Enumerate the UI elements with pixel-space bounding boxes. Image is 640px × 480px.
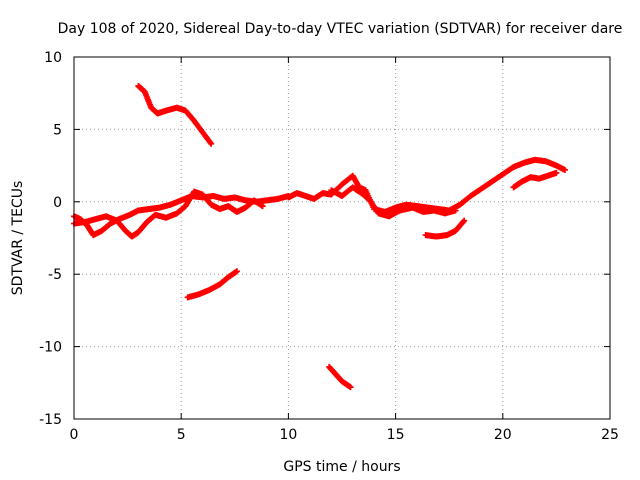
data-point — [452, 207, 459, 214]
x-tick-label: 0 — [70, 427, 79, 443]
series-main-band-c — [285, 156, 568, 215]
x-tick-label: 10 — [279, 427, 297, 443]
series-arc-mid-right — [422, 217, 468, 240]
y-tick-label: -15 — [39, 412, 62, 428]
series-arc-lower-a — [184, 268, 240, 301]
y-tick-label: -5 — [48, 267, 62, 283]
data-point — [561, 166, 568, 173]
series-main-band-b — [71, 188, 266, 240]
y-tick-label: 0 — [53, 195, 62, 211]
data-point — [460, 218, 467, 225]
series-arc-upper-early — [135, 82, 215, 147]
data-point — [208, 140, 215, 147]
data-point — [259, 203, 266, 210]
y-axis-label: SDTVAR / TECUs — [10, 181, 26, 296]
grid — [74, 57, 610, 419]
y-tick-label: 5 — [53, 122, 62, 138]
series-arc-late — [510, 169, 560, 191]
series-arc-lower-b — [326, 363, 354, 391]
chart-title: Day 108 of 2020, Sidereal Day-to-day VTE… — [58, 21, 623, 37]
data-point — [233, 268, 240, 275]
y-tick-label: -10 — [39, 340, 62, 356]
data-point — [553, 169, 560, 176]
x-tick-label: 15 — [387, 427, 405, 443]
axis-ticks: 0 5 10 15 20 25 -15 -10 -5 0 5 10 — [39, 50, 619, 443]
series-main-band-d — [328, 184, 459, 220]
plot-frame — [73, 56, 611, 420]
data-point — [207, 139, 214, 146]
data-points — [71, 82, 568, 391]
x-tick-label: 5 — [177, 427, 186, 443]
y-tick-label: 10 — [44, 50, 62, 66]
x-tick-label: 20 — [494, 427, 512, 443]
data-point — [347, 384, 354, 391]
data-point — [461, 217, 468, 224]
x-tick-label: 25 — [601, 427, 619, 443]
x-axis-label: GPS time / hours — [283, 459, 400, 475]
